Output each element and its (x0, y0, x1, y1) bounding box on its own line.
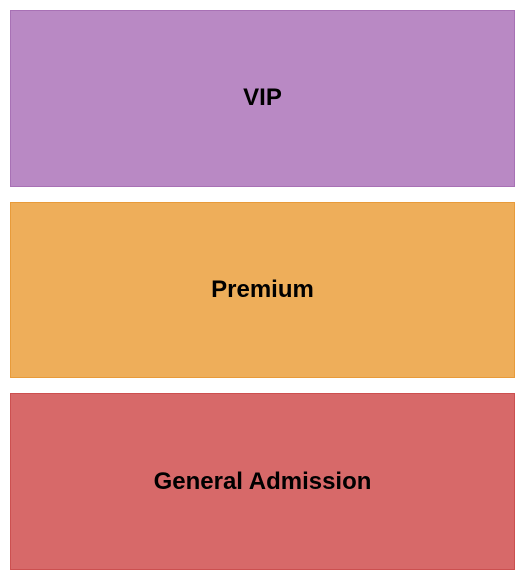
section-premium[interactable]: Premium (10, 202, 515, 379)
section-general-admission-label: General Admission (154, 468, 372, 496)
section-general-admission[interactable]: General Admission (10, 393, 515, 570)
section-premium-label: Premium (211, 276, 314, 304)
section-vip-label: VIP (243, 84, 282, 112)
seating-chart-container: VIP Premium General Admission (10, 10, 515, 570)
section-vip[interactable]: VIP (10, 10, 515, 187)
